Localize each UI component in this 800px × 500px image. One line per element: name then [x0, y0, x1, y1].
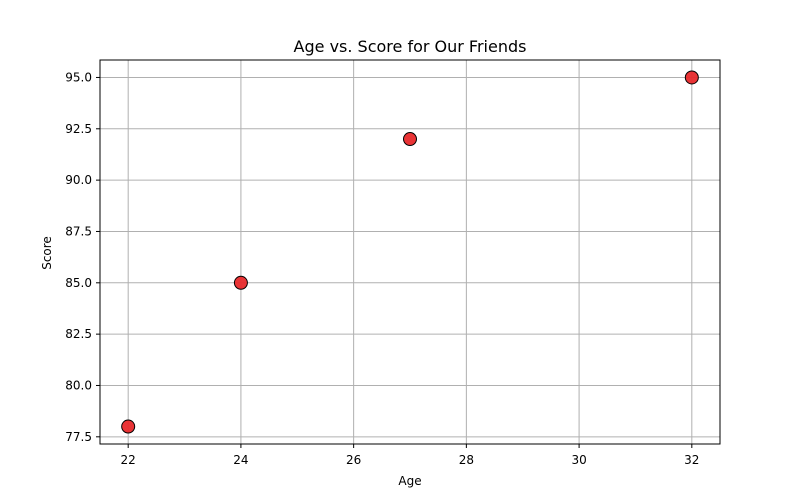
scatter-point: [403, 132, 417, 147]
y-tick-label: 90.0: [65, 173, 92, 187]
x-axis-ticks: 22 24 26 28 30 32: [121, 444, 699, 467]
y-tick-label: 92.5: [65, 122, 92, 136]
y-axis-ticks: 77.5 80.0 82.5 85.0 87.5 90.0 92.5 95.0: [65, 70, 100, 444]
data-points: [121, 70, 699, 434]
x-tick-label: 30: [571, 453, 586, 467]
x-tick-label: 26: [346, 453, 361, 467]
y-tick-label: 80.0: [65, 378, 92, 392]
grid-lines: [100, 60, 720, 444]
y-axis-label: Score: [40, 236, 54, 270]
y-tick-label: 95.0: [65, 70, 92, 84]
x-tick-label: 24: [233, 453, 248, 467]
y-tick-label: 85.0: [65, 276, 92, 290]
y-tick-label: 87.5: [65, 224, 92, 238]
chart-title: Age vs. Score for Our Friends: [294, 37, 527, 56]
x-axis-label: Age: [398, 474, 421, 488]
scatter-point: [121, 419, 136, 434]
y-tick-label: 77.5: [65, 430, 92, 444]
scatter-point: [684, 70, 699, 85]
plot-frame: [99, 59, 721, 445]
x-tick-label: 32: [684, 453, 699, 467]
y-tick-label: 82.5: [65, 327, 92, 341]
x-tick-label: 22: [121, 453, 136, 467]
x-tick-label: 28: [459, 453, 474, 467]
scatter-point: [233, 275, 248, 290]
